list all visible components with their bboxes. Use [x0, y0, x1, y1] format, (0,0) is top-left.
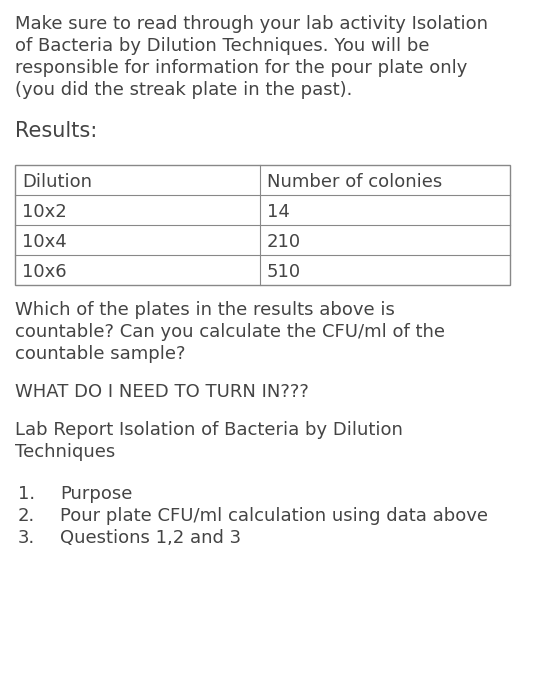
Text: 1.: 1. — [18, 485, 35, 503]
Text: 2.: 2. — [18, 507, 35, 525]
Text: 10x6: 10x6 — [22, 263, 67, 281]
Text: (you did the streak plate in the past).: (you did the streak plate in the past). — [15, 81, 352, 99]
Text: Results:: Results: — [15, 121, 97, 141]
Text: Which of the plates in the results above is: Which of the plates in the results above… — [15, 301, 395, 319]
Text: WHAT DO I NEED TO TURN IN???: WHAT DO I NEED TO TURN IN??? — [15, 383, 309, 401]
Text: 210: 210 — [267, 233, 301, 251]
Text: 14: 14 — [267, 203, 290, 221]
Text: Questions 1,2 and 3: Questions 1,2 and 3 — [60, 529, 241, 547]
Text: Lab Report Isolation of Bacteria by Dilution: Lab Report Isolation of Bacteria by Dilu… — [15, 421, 403, 439]
Text: of Bacteria by Dilution Techniques. You will be: of Bacteria by Dilution Techniques. You … — [15, 37, 430, 55]
Text: Pour plate CFU/ml calculation using data above: Pour plate CFU/ml calculation using data… — [60, 507, 488, 525]
Text: 3.: 3. — [18, 529, 35, 547]
Text: 510: 510 — [267, 263, 301, 281]
Text: 10x4: 10x4 — [22, 233, 67, 251]
Text: countable sample?: countable sample? — [15, 345, 185, 363]
Text: Dilution: Dilution — [22, 173, 92, 191]
Text: Purpose: Purpose — [60, 485, 133, 503]
Text: Techniques: Techniques — [15, 443, 115, 461]
Text: countable? Can you calculate the CFU/ml of the: countable? Can you calculate the CFU/ml … — [15, 323, 445, 341]
Text: 10x2: 10x2 — [22, 203, 67, 221]
Text: Make sure to read through your lab activity Isolation: Make sure to read through your lab activ… — [15, 15, 488, 33]
Text: Number of colonies: Number of colonies — [267, 173, 442, 191]
Bar — [15, 165, 510, 285]
Text: responsible for information for the pour plate only: responsible for information for the pour… — [15, 59, 467, 77]
